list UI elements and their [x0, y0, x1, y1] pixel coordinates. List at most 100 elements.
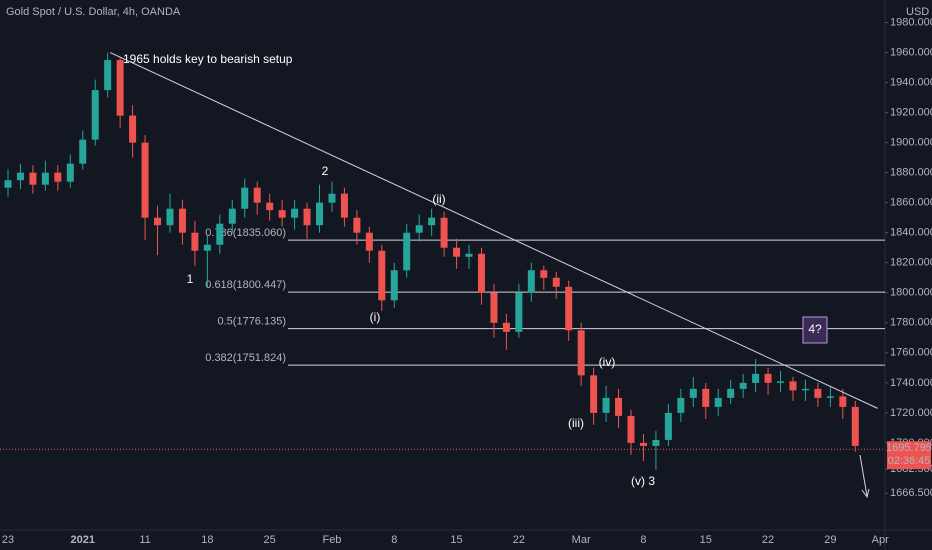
- y-tick-label: 1940.000: [890, 76, 932, 88]
- wave-label: (iii): [568, 416, 584, 430]
- x-tick-label: 18: [201, 534, 213, 546]
- candle-body: [515, 292, 523, 332]
- candle-body: [4, 180, 12, 188]
- x-tick-label: 11: [139, 534, 150, 546]
- x-tick-label: 22: [762, 534, 774, 546]
- candle-body: [390, 270, 398, 301]
- y-tick-label: 1860.000: [890, 197, 932, 209]
- candle-body: [428, 217, 436, 226]
- candle-body: [154, 217, 162, 226]
- candle-body: [702, 388, 710, 407]
- candle-body: [502, 322, 510, 332]
- candle-body: [627, 415, 635, 443]
- candle-body: [652, 439, 660, 446]
- candle-body: [129, 115, 137, 143]
- wave-label: (ii): [432, 192, 445, 206]
- candle-body: [789, 381, 797, 391]
- wave-label: (i): [370, 310, 381, 324]
- y-tick-label: 1720.000: [890, 407, 932, 419]
- candle-body: [664, 412, 672, 440]
- x-tick-label: Apr: [872, 534, 889, 546]
- candle-body: [241, 187, 249, 209]
- last-price-label: 1695.795: [886, 442, 932, 454]
- y-tick-label: 1920.000: [890, 107, 932, 119]
- candle-body: [540, 270, 548, 278]
- fib-label: 0.382(1751.824): [205, 352, 286, 364]
- trendline: [109, 52, 878, 409]
- currency: USD: [906, 6, 929, 18]
- y-tick-label: 1900.000: [890, 137, 932, 149]
- countdown: 02:36:45: [888, 455, 931, 467]
- candle-body: [141, 142, 149, 218]
- y-tick-label: 1880.000: [890, 167, 932, 179]
- candle-body: [527, 270, 535, 293]
- candle-body: [453, 247, 461, 257]
- candle-body: [340, 193, 348, 218]
- x-tick-label: Mar: [572, 534, 591, 546]
- candle-body: [752, 373, 760, 383]
- candle-body: [851, 406, 859, 446]
- candle-body: [41, 172, 49, 185]
- candle-body: [490, 292, 498, 323]
- candle-body: [565, 286, 573, 331]
- candle-body: [291, 208, 299, 218]
- wave-box: [802, 316, 828, 344]
- y-tick-label: 1780.000: [890, 317, 932, 329]
- candle-body: [378, 250, 386, 301]
- candle-body: [278, 210, 286, 218]
- x-tick-label: 23: [2, 534, 14, 546]
- annotation: 1965 holds key to bearish setup: [123, 52, 293, 66]
- x-tick-label: 2021: [71, 534, 95, 546]
- x-tick-label: 15: [450, 534, 462, 546]
- candle-body: [29, 172, 37, 185]
- candle-body: [826, 396, 834, 398]
- candle-body: [739, 382, 747, 389]
- candle-body: [253, 187, 261, 203]
- candle-body: [727, 388, 735, 398]
- y-tick-label: 1820.000: [890, 257, 932, 269]
- candle-body: [764, 373, 772, 383]
- candle-body: [689, 388, 697, 398]
- candle-body: [79, 139, 87, 164]
- fib-label: 0.786(1835.060): [205, 227, 286, 239]
- candle-body: [365, 232, 373, 251]
- candle-body: [16, 172, 24, 181]
- wave-label: (iv): [599, 355, 616, 369]
- candle-body: [54, 172, 62, 182]
- candle-body: [577, 330, 585, 376]
- candle-body: [91, 90, 99, 140]
- candle-body: [228, 208, 236, 224]
- price-tag: [887, 441, 931, 470]
- wave-label: 4?: [808, 322, 822, 336]
- x-tick-label: 8: [391, 534, 397, 546]
- candle-body: [166, 208, 174, 226]
- arrow-head: [861, 488, 870, 499]
- candle-body: [316, 202, 323, 226]
- x-tick-label: 15: [700, 534, 712, 546]
- candle-body: [714, 397, 722, 407]
- candle-body: [615, 397, 623, 416]
- x-tick-label: 29: [824, 534, 836, 546]
- chart-title: Gold Spot / U.S. Dollar, 4h, OANDA: [6, 6, 181, 18]
- candle-body: [440, 217, 448, 248]
- candle-body: [353, 217, 361, 233]
- candle-body: [677, 397, 685, 413]
- y-tick-label: 1740.000: [890, 377, 932, 389]
- x-tick-label: 8: [640, 534, 646, 546]
- candle-body: [303, 208, 311, 226]
- candle-body: [191, 232, 199, 251]
- fib-label: 0.5(1776.135): [218, 316, 287, 328]
- candle-body: [403, 232, 411, 271]
- candle-body: [116, 60, 124, 116]
- candle-body: [266, 202, 274, 211]
- fib-label: 0.618(1800.447): [205, 279, 286, 291]
- wave-label: 1: [187, 272, 194, 286]
- y-tick-label: 1960.000: [890, 46, 932, 58]
- candle-body: [801, 388, 809, 391]
- candle-body: [477, 253, 485, 293]
- candle-body: [639, 442, 647, 446]
- x-tick-label: 25: [264, 534, 276, 546]
- wave-label: (v) 3: [631, 474, 655, 488]
- candle-body: [465, 253, 473, 257]
